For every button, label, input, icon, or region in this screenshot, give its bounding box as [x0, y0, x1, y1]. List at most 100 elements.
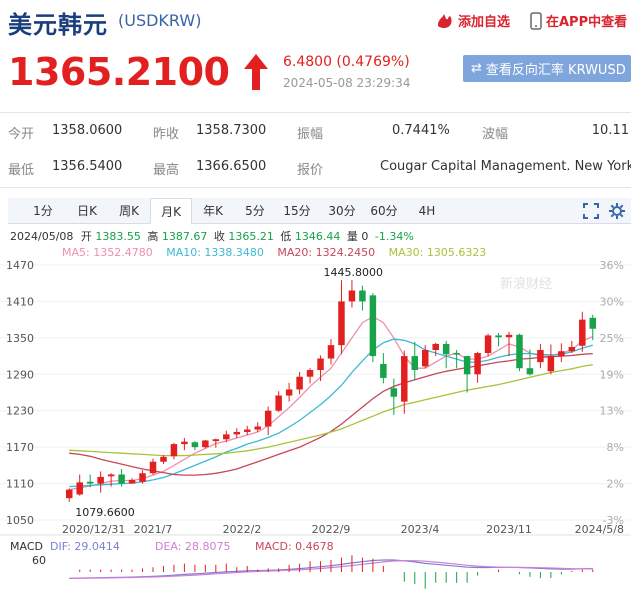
- y-tick-label: 1290: [6, 368, 34, 381]
- tab-30min[interactable]: 30分: [328, 204, 356, 218]
- tab-60min[interactable]: 60分: [370, 204, 398, 218]
- add-favorite-label: 添加自选: [458, 15, 511, 30]
- y-tick-label: 1410: [6, 295, 34, 308]
- candle: [181, 441, 188, 445]
- candle: [579, 319, 586, 346]
- candle: [411, 356, 419, 371]
- ma30-line: [69, 363, 593, 457]
- candle: [432, 343, 439, 350]
- y-tick-label: 1350: [6, 332, 34, 345]
- tab-5min[interactable]: 5分: [245, 204, 265, 218]
- settings-icon[interactable]: [608, 202, 626, 220]
- candle: [568, 346, 576, 352]
- ma20-legend: MA20: 1324.2450: [277, 246, 376, 259]
- x-tick-label: 2020/12/31: [62, 523, 125, 536]
- candle: [285, 389, 293, 396]
- macd-axis-label: 60: [32, 554, 46, 567]
- quote-time: 2024-05-08 23:29:34: [283, 76, 411, 90]
- ma-legend: MA5: 1352.4780 MA10: 1338.3480 MA20: 132…: [62, 246, 496, 259]
- ma10-legend: MA10: 1338.3480: [166, 246, 264, 259]
- tab-weekly[interactable]: 周K: [119, 204, 139, 218]
- candle: [327, 345, 335, 359]
- tab-monthly[interactable]: 月K: [150, 198, 192, 225]
- pct-tick-label: 25%: [600, 332, 624, 345]
- macd-label: MACD: [10, 540, 43, 553]
- candle: [463, 356, 471, 375]
- macd-value: MACD: 0.4678: [255, 540, 334, 553]
- info-pct: -1.34%: [374, 230, 414, 243]
- prev-close-label: 昨收: [153, 127, 180, 142]
- open-value: 1358.0600: [52, 123, 123, 138]
- candle: [191, 442, 199, 448]
- candle: [243, 429, 251, 432]
- pct-tick-label: 30%: [600, 295, 624, 308]
- macd-dif: DIF: 29.0414: [50, 540, 120, 553]
- x-tick-label: 2022/9: [312, 523, 351, 536]
- y-tick-label: 1050: [6, 514, 34, 527]
- tab-1min[interactable]: 1分: [33, 204, 53, 218]
- add-favorite-button[interactable]: 添加自选: [436, 11, 510, 30]
- tab-4h[interactable]: 4H: [418, 204, 436, 218]
- reverse-rate-label: 查看反向汇率 KRWUSD: [485, 63, 626, 78]
- pct-tick-label: 36%: [600, 259, 624, 272]
- y-tick-label: 1230: [6, 405, 34, 418]
- candle: [149, 461, 157, 474]
- ma20-line: [69, 352, 593, 476]
- amplitude-label: 振幅: [297, 127, 324, 142]
- candle: [128, 479, 136, 484]
- candle: [526, 368, 534, 375]
- candle: [107, 474, 115, 477]
- x-tick-label: 2022/2: [223, 523, 262, 536]
- fullscreen-icon[interactable]: [582, 202, 600, 220]
- tab-daily[interactable]: 日K: [77, 204, 97, 218]
- candle: [369, 295, 377, 357]
- candle: [296, 376, 303, 390]
- x-tick-label: 2023/4: [401, 523, 440, 536]
- candle: [421, 350, 429, 367]
- ma30-legend: MA30: 1305.6323: [388, 246, 487, 259]
- candle: [202, 440, 209, 448]
- up-arrow-icon: [244, 54, 268, 90]
- high-label: 最高: [153, 163, 180, 178]
- flame-icon: [438, 13, 452, 28]
- candle: [275, 395, 282, 411]
- reverse-rate-button[interactable]: ⇄ 查看反向汇率 KRWUSD: [463, 55, 631, 82]
- candle: [495, 335, 502, 338]
- pct-tick-label: 2%: [607, 478, 624, 491]
- pct-tick-label: 19%: [600, 368, 624, 381]
- tab-yearly[interactable]: 年K: [203, 204, 223, 218]
- candle: [160, 456, 167, 462]
- y-tick-label: 1470: [6, 259, 34, 272]
- x-tick-label: 2023/11: [486, 523, 532, 536]
- info-high-label: 高: [147, 230, 159, 243]
- timeframe-tabs: 1分 日K 周K 月K 年K 5分 15分 30分 60分 4H: [8, 198, 631, 225]
- page-title: 美元韩元: [8, 11, 108, 39]
- symbol-code: (USDKRW): [118, 11, 202, 30]
- phone-icon: [530, 11, 542, 30]
- candle: [86, 481, 94, 484]
- open-label: 今开: [8, 127, 35, 142]
- info-vol-label: 量: [346, 230, 358, 243]
- candle: [170, 444, 178, 457]
- candle: [223, 434, 230, 440]
- candle: [65, 489, 73, 499]
- swap-icon: ⇄: [471, 61, 482, 76]
- candle: [359, 290, 366, 302]
- tab-15min[interactable]: 15分: [283, 204, 311, 218]
- pct-tick-label: 8%: [607, 441, 624, 454]
- info-date: 2024/05/08: [10, 230, 74, 243]
- high-value: 1366.6500: [196, 159, 267, 174]
- candle: [558, 351, 565, 357]
- quoter-value: Cougar Capital Management. New York: [380, 159, 631, 174]
- info-high: 1387.67: [161, 230, 208, 243]
- ma5-legend: MA5: 1352.4780: [62, 246, 153, 259]
- candle: [118, 474, 125, 484]
- open-app-button[interactable]: 在APP中查看: [530, 11, 627, 30]
- candlestick-chart[interactable]: 新浪财经 1470 1410 1350 1290 1230 1170 1110 1050 36…: [0, 255, 631, 594]
- header: 美元韩元 (USDKRW) 添加自选 在APP中查看: [0, 0, 631, 44]
- candle: [453, 353, 460, 355]
- candle: [380, 363, 387, 378]
- y-tick-label: 1110: [6, 478, 34, 491]
- info-low-label: 低: [280, 230, 292, 243]
- ma5-line: [69, 315, 594, 491]
